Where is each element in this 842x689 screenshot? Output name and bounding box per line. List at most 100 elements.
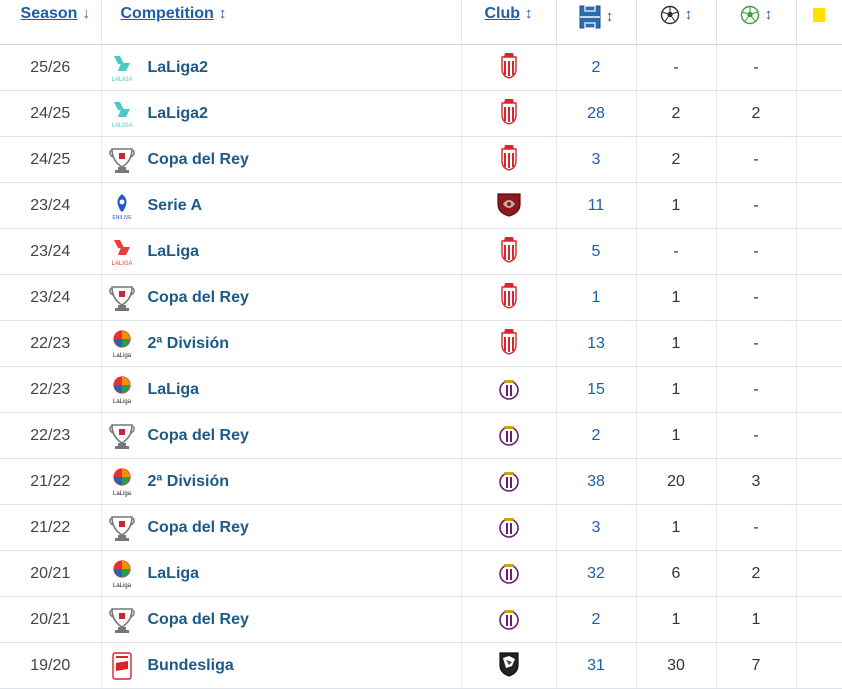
yellow-cards-cell [796, 274, 842, 321]
appearances-cell[interactable]: 1 [556, 274, 637, 321]
competition-link[interactable]: Copa del Rey [147, 610, 249, 628]
appearances-cell[interactable]: 2 [556, 412, 637, 459]
club-sort-link[interactable]: Club [484, 5, 521, 22]
valladolid-crest-icon[interactable] [493, 511, 525, 543]
copa-del-rey-icon[interactable] [106, 420, 138, 452]
appearances-cell[interactable]: 3 [556, 504, 637, 551]
yellow-cards-cell [796, 596, 842, 643]
serie-a-icon[interactable]: ENILIVE [106, 190, 138, 222]
competition-link[interactable]: Serie A [147, 196, 203, 214]
laliga-old-icon[interactable]: LaLiga [106, 374, 138, 406]
club-cell [461, 320, 557, 367]
appearances-cell[interactable]: 38 [556, 458, 637, 505]
competition-link[interactable]: Copa del Rey [147, 288, 249, 306]
competition-cell: Copa del Rey [101, 274, 462, 321]
laliga-old-icon[interactable]: LaLiga [106, 466, 138, 498]
laliga2-icon[interactable]: LALIGA [106, 52, 138, 84]
valladolid-crest-icon[interactable] [493, 557, 525, 589]
salernitana-crest-icon[interactable] [493, 188, 525, 220]
table-row: 25/26 LALIGA LaLiga2 2 - - [0, 44, 842, 91]
austrian-bundesliga-icon[interactable] [106, 650, 138, 682]
competition-link[interactable]: Copa del Rey [147, 426, 249, 444]
table-row: 20/21 Copa del Rey 2 1 1 [0, 596, 842, 643]
assists-cell: - [716, 504, 797, 551]
appearances-cell[interactable]: 3 [556, 136, 637, 183]
club-cell [461, 228, 557, 275]
competition-cell: Copa del Rey [101, 504, 462, 551]
competition-link[interactable]: 2ª División [147, 472, 230, 490]
copa-del-rey-icon[interactable] [106, 144, 138, 176]
pitch-icon [579, 5, 601, 29]
assists-cell: - [716, 274, 797, 321]
competition-link[interactable]: LaLiga [147, 564, 200, 582]
appearances-cell[interactable]: 2 [556, 596, 637, 643]
season-header[interactable]: Season ↓ [0, 0, 102, 45]
club-cell [461, 90, 557, 137]
club-cell [461, 458, 557, 505]
altach-crest-icon[interactable] [493, 648, 525, 680]
competition-cell: LaLiga 2ª División [101, 458, 462, 505]
appearances-cell[interactable]: 32 [556, 550, 637, 597]
competition-cell: LALIGA LaLiga [101, 228, 462, 275]
assists-cell: - [716, 136, 797, 183]
laliga-old-icon[interactable]: LaLiga [106, 328, 138, 360]
competition-cell: LaLiga 2ª División [101, 320, 462, 367]
goals-header[interactable]: ↕ [636, 0, 717, 45]
competition-cell: Copa del Rey [101, 136, 462, 183]
competition-link[interactable]: LaLiga [147, 380, 200, 398]
valladolid-crest-icon[interactable] [493, 603, 525, 635]
granada-crest-icon[interactable] [493, 326, 525, 358]
appearances-cell[interactable]: 2 [556, 44, 637, 91]
competition-link[interactable]: Copa del Rey [147, 518, 249, 536]
season-cell: 23/24 [0, 274, 102, 321]
copa-del-rey-icon[interactable] [106, 282, 138, 314]
granada-crest-icon[interactable] [493, 142, 525, 174]
svg-text:LALIGA: LALIGA [111, 123, 132, 129]
goals-cell: 1 [636, 366, 717, 413]
copa-del-rey-icon[interactable] [106, 604, 138, 636]
season-sort-link[interactable]: Season [20, 5, 78, 22]
competition-header[interactable]: Competition ↕ [101, 0, 462, 45]
competition-link[interactable]: LaLiga2 [147, 58, 208, 76]
svg-text:ENILIVE: ENILIVE [112, 215, 132, 221]
sort-toggle-icon: ↕ [525, 5, 533, 22]
goals-cell: - [636, 228, 717, 275]
yellow-cards-cell [796, 504, 842, 551]
season-cell: 24/25 [0, 136, 102, 183]
granada-crest-icon[interactable] [493, 50, 525, 82]
appearances-cell[interactable]: 11 [556, 182, 637, 229]
laliga-old-icon[interactable]: LaLiga [106, 558, 138, 590]
laliga2-icon[interactable]: LALIGA [106, 98, 138, 130]
club-cell [461, 44, 557, 91]
competition-link[interactable]: Bundesliga [147, 656, 234, 674]
sort-toggle-icon: ↕ [684, 6, 693, 24]
valladolid-crest-icon[interactable] [493, 465, 525, 497]
copa-del-rey-icon[interactable] [106, 512, 138, 544]
competition-link[interactable]: 2ª División [147, 334, 230, 352]
appearances-cell[interactable]: 31 [556, 642, 637, 689]
granada-crest-icon[interactable] [493, 96, 525, 128]
goals-cell: 2 [636, 136, 717, 183]
yellow-cards-cell [796, 366, 842, 413]
appearances-cell[interactable]: 13 [556, 320, 637, 367]
assists-header[interactable]: ↕ [716, 0, 797, 45]
season-cell: 23/24 [0, 182, 102, 229]
valladolid-crest-icon[interactable] [493, 373, 525, 405]
table-row: 22/23 LaLiga 2ª División 13 1 - [0, 320, 842, 367]
granada-crest-icon[interactable] [493, 234, 525, 266]
appearances-cell[interactable]: 28 [556, 90, 637, 137]
season-cell: 22/23 [0, 412, 102, 459]
competition-sort-link[interactable]: Competition [120, 5, 214, 22]
granada-crest-icon[interactable] [493, 280, 525, 312]
yellow-cards-header[interactable] [796, 0, 842, 45]
competition-link[interactable]: Copa del Rey [147, 150, 249, 168]
appearances-cell[interactable]: 15 [556, 366, 637, 413]
competition-link[interactable]: LaLiga2 [147, 104, 208, 122]
table-row: 22/23 LaLiga LaLiga 15 1 - [0, 366, 842, 413]
appearances-header[interactable]: ↕ [556, 0, 637, 45]
laliga-red-icon[interactable]: LALIGA [106, 236, 138, 268]
competition-link[interactable]: LaLiga [147, 242, 200, 260]
club-header[interactable]: Club ↕ [461, 0, 557, 45]
valladolid-crest-icon[interactable] [493, 419, 525, 451]
appearances-cell[interactable]: 5 [556, 228, 637, 275]
